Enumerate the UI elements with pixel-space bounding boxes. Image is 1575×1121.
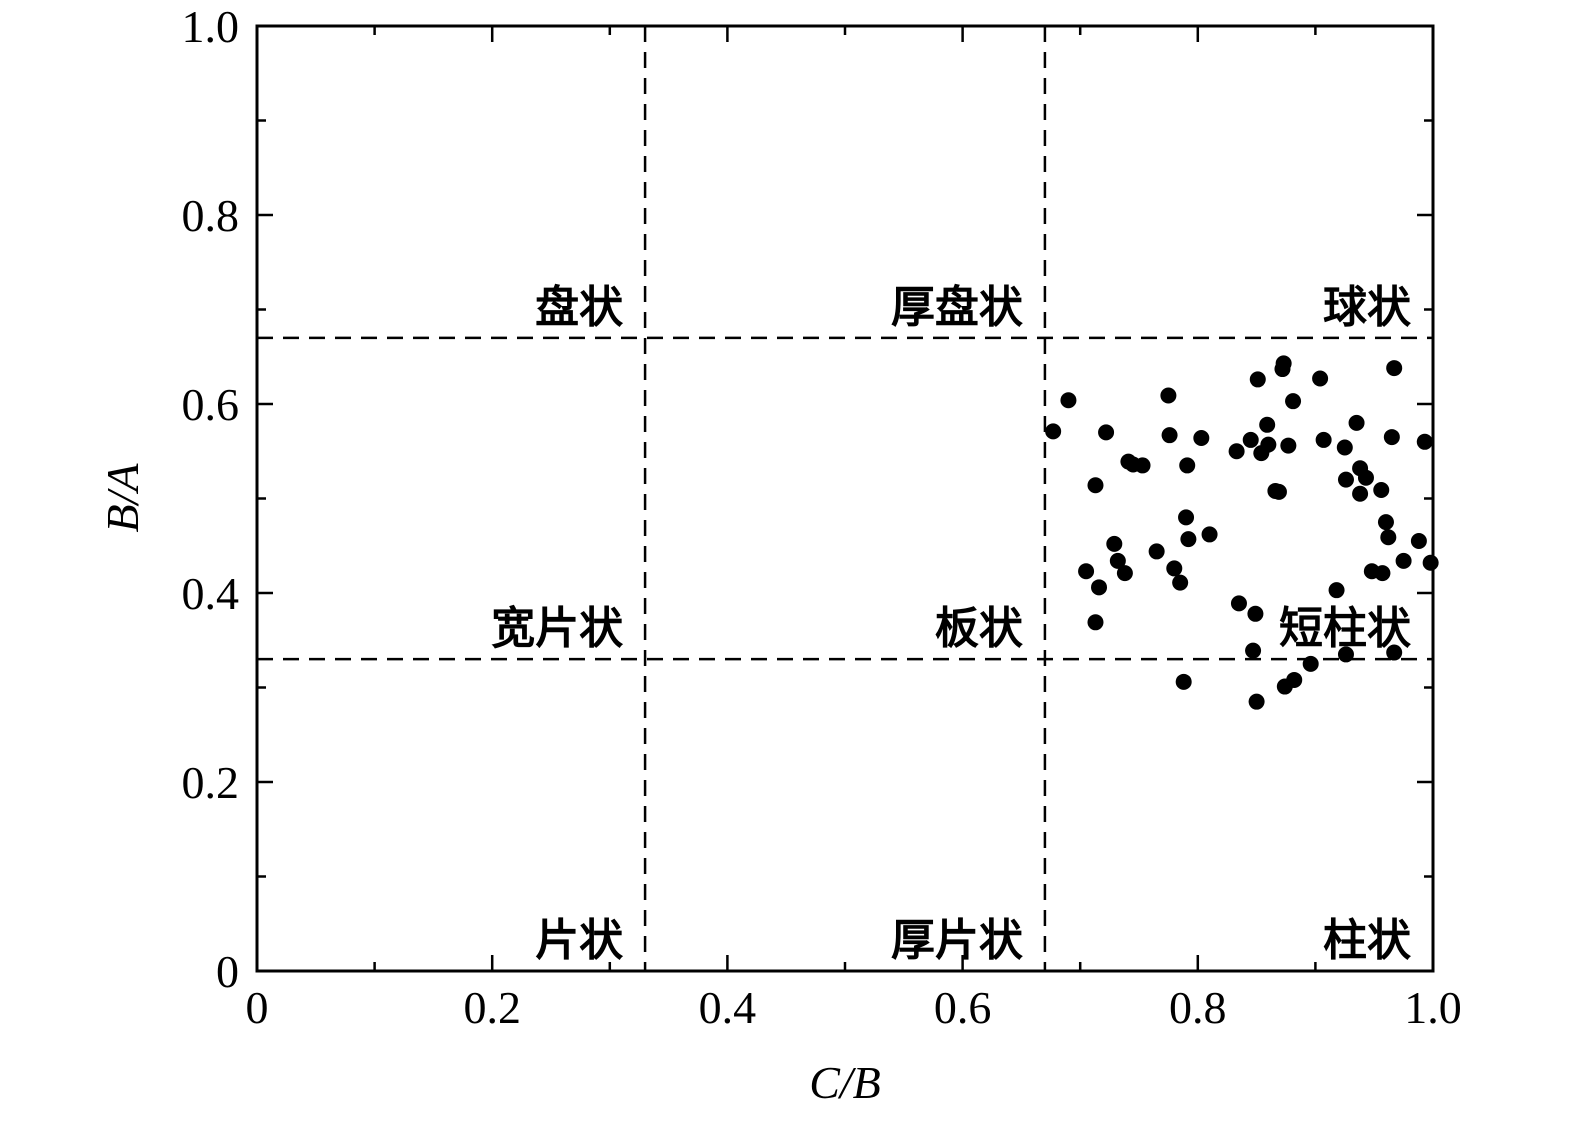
region-label: 短柱状 bbox=[1279, 603, 1412, 654]
region-label: 厚片状 bbox=[891, 915, 1024, 966]
data-point bbox=[1395, 552, 1412, 569]
region-dividers bbox=[257, 26, 1433, 971]
data-point bbox=[1175, 673, 1192, 690]
region-label: 板状 bbox=[935, 603, 1024, 654]
data-point bbox=[1228, 443, 1245, 460]
data-point bbox=[1106, 535, 1123, 552]
data-point bbox=[1078, 563, 1095, 580]
data-point bbox=[1060, 392, 1077, 409]
data-point bbox=[1259, 416, 1276, 433]
data-point bbox=[1247, 605, 1264, 622]
x-tick-label: 1.0 bbox=[1404, 982, 1462, 1033]
data-point bbox=[1337, 646, 1354, 663]
data-point bbox=[1280, 437, 1297, 454]
tick-labels: 0 0.2 0.4 0.6 0.8 1.0 0 0.2 0.4 0.6 0.8 1.0 bbox=[182, 1, 1462, 1033]
x-tick-label: 0 bbox=[246, 982, 269, 1033]
y-tick-label: 0 bbox=[216, 946, 239, 997]
region-label: 宽片状 bbox=[491, 603, 624, 654]
data-point bbox=[1116, 565, 1133, 582]
data-point bbox=[1386, 360, 1403, 377]
data-points bbox=[1045, 355, 1439, 710]
data-point bbox=[1373, 481, 1390, 498]
data-point bbox=[1109, 552, 1126, 569]
y-tick-label: 0.2 bbox=[182, 757, 240, 808]
data-point bbox=[1374, 565, 1391, 582]
data-point bbox=[1179, 457, 1196, 474]
data-point bbox=[1087, 614, 1104, 631]
data-point bbox=[1172, 574, 1189, 591]
x-axis-label: C/B bbox=[809, 1057, 881, 1108]
data-point bbox=[1275, 355, 1292, 372]
data-point bbox=[1166, 560, 1183, 577]
data-point bbox=[1098, 424, 1115, 441]
data-point bbox=[1087, 477, 1104, 494]
data-point bbox=[1230, 595, 1247, 612]
data-point bbox=[1380, 529, 1397, 546]
region-label: 柱状 bbox=[1323, 915, 1412, 966]
data-point bbox=[1178, 509, 1195, 526]
x-tick-label: 0.2 bbox=[463, 982, 521, 1033]
data-point bbox=[1148, 543, 1165, 560]
data-point bbox=[1249, 371, 1266, 388]
y-tick-label: 1.0 bbox=[182, 1, 240, 52]
data-point bbox=[1285, 393, 1302, 410]
data-point bbox=[1160, 387, 1177, 404]
data-point bbox=[1352, 485, 1369, 502]
data-point bbox=[1416, 433, 1433, 450]
data-point bbox=[1286, 671, 1303, 688]
data-point bbox=[1312, 370, 1329, 387]
region-label: 球状 bbox=[1323, 282, 1412, 333]
data-point bbox=[1091, 579, 1108, 596]
data-point bbox=[1422, 554, 1439, 571]
data-point bbox=[1245, 642, 1262, 659]
data-point bbox=[1161, 427, 1178, 444]
x-tick-label: 0.4 bbox=[699, 982, 757, 1033]
data-point bbox=[1377, 514, 1394, 531]
data-point bbox=[1328, 582, 1345, 599]
data-point bbox=[1302, 655, 1319, 672]
data-point bbox=[1386, 644, 1403, 661]
data-point bbox=[1260, 436, 1277, 453]
data-point bbox=[1336, 439, 1353, 456]
data-point bbox=[1180, 531, 1197, 548]
data-point bbox=[1242, 431, 1259, 448]
data-point bbox=[1270, 483, 1287, 500]
data-point bbox=[1134, 457, 1151, 474]
y-tick-label: 0.8 bbox=[182, 190, 240, 241]
data-point bbox=[1383, 429, 1400, 446]
data-point bbox=[1045, 423, 1062, 440]
axis-ticks bbox=[255, 24, 1435, 973]
data-point bbox=[1193, 430, 1210, 447]
data-point bbox=[1410, 533, 1427, 550]
data-point bbox=[1348, 414, 1365, 431]
data-point bbox=[1201, 526, 1218, 543]
region-label: 片状 bbox=[535, 915, 624, 966]
region-label: 盘状 bbox=[535, 282, 624, 333]
y-tick-label: 0.6 bbox=[182, 379, 240, 430]
data-point bbox=[1315, 431, 1332, 448]
plot-frame bbox=[255, 24, 1435, 973]
y-tick-label: 0.4 bbox=[182, 568, 240, 619]
data-point bbox=[1357, 469, 1374, 486]
region-label: 厚盘状 bbox=[891, 282, 1024, 333]
x-tick-label: 0.6 bbox=[934, 982, 992, 1033]
x-tick-label: 0.8 bbox=[1169, 982, 1227, 1033]
data-point bbox=[1337, 471, 1354, 488]
y-axis-label: B/A bbox=[97, 463, 148, 533]
data-point bbox=[1248, 693, 1265, 710]
